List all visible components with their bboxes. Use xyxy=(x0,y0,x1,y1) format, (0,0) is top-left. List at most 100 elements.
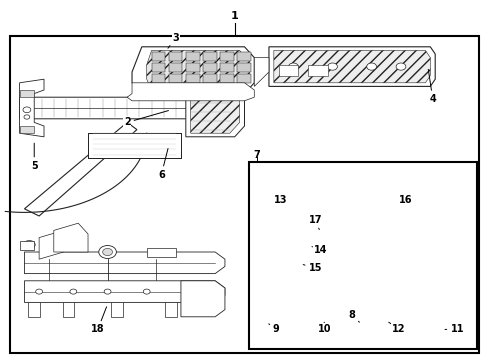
Bar xyxy=(20,241,34,250)
Bar xyxy=(111,302,123,317)
Bar xyxy=(185,74,199,83)
Circle shape xyxy=(300,180,310,187)
Polygon shape xyxy=(190,90,239,133)
Text: 9: 9 xyxy=(268,324,279,334)
Circle shape xyxy=(23,240,35,249)
Circle shape xyxy=(324,242,335,251)
Circle shape xyxy=(295,275,305,283)
Polygon shape xyxy=(376,223,400,320)
Bar xyxy=(220,63,233,72)
Text: 11: 11 xyxy=(444,324,463,334)
Circle shape xyxy=(327,63,337,70)
Bar xyxy=(220,74,233,83)
Text: 14: 14 xyxy=(311,245,326,255)
Bar xyxy=(237,52,250,61)
Polygon shape xyxy=(254,58,268,86)
Bar xyxy=(203,63,216,72)
Bar xyxy=(168,52,182,61)
Circle shape xyxy=(24,115,30,119)
Polygon shape xyxy=(20,79,44,137)
Circle shape xyxy=(395,63,405,70)
Bar xyxy=(278,65,298,76)
Bar xyxy=(315,302,332,317)
Text: 18: 18 xyxy=(91,307,106,334)
Polygon shape xyxy=(24,122,137,216)
Polygon shape xyxy=(132,47,254,94)
Text: 8: 8 xyxy=(348,310,359,322)
Circle shape xyxy=(26,243,32,247)
Circle shape xyxy=(310,257,329,272)
Polygon shape xyxy=(332,180,338,191)
Bar xyxy=(386,173,420,202)
Bar xyxy=(203,74,216,83)
Circle shape xyxy=(257,303,265,309)
Bar xyxy=(165,302,177,317)
Bar xyxy=(271,288,305,320)
Bar xyxy=(146,248,176,257)
Bar xyxy=(261,169,293,202)
Polygon shape xyxy=(127,83,254,101)
Text: 12: 12 xyxy=(388,322,405,334)
Circle shape xyxy=(36,289,42,294)
Bar xyxy=(237,63,250,72)
Circle shape xyxy=(312,207,337,225)
Text: 10: 10 xyxy=(318,322,331,334)
Circle shape xyxy=(288,63,298,70)
Bar xyxy=(220,52,233,61)
Text: 17: 17 xyxy=(308,215,322,230)
Text: 3: 3 xyxy=(167,33,179,48)
Bar xyxy=(185,63,199,72)
Polygon shape xyxy=(422,198,466,324)
Circle shape xyxy=(315,261,325,268)
Bar xyxy=(249,162,476,349)
Bar xyxy=(10,36,478,353)
Bar xyxy=(334,185,338,194)
Bar xyxy=(203,52,216,61)
Polygon shape xyxy=(315,205,334,227)
Text: 1: 1 xyxy=(230,11,238,21)
Circle shape xyxy=(70,289,77,294)
Circle shape xyxy=(307,176,313,180)
Polygon shape xyxy=(24,252,224,274)
Polygon shape xyxy=(273,50,429,83)
Bar xyxy=(151,52,165,61)
Bar xyxy=(168,63,182,72)
Polygon shape xyxy=(268,47,434,86)
Polygon shape xyxy=(146,50,249,90)
Bar xyxy=(62,302,74,317)
Polygon shape xyxy=(54,223,88,252)
Circle shape xyxy=(427,175,437,182)
Text: 6: 6 xyxy=(158,148,168,180)
Circle shape xyxy=(104,289,111,294)
Polygon shape xyxy=(39,230,63,259)
Polygon shape xyxy=(88,133,181,158)
Bar xyxy=(168,74,182,83)
Text: 15: 15 xyxy=(303,263,322,273)
Text: 2: 2 xyxy=(123,111,168,127)
Bar xyxy=(151,74,165,83)
Polygon shape xyxy=(24,281,224,302)
Circle shape xyxy=(99,246,116,258)
Bar xyxy=(237,74,250,83)
Polygon shape xyxy=(185,86,244,137)
Circle shape xyxy=(143,289,150,294)
Bar xyxy=(349,292,368,317)
Polygon shape xyxy=(417,194,471,328)
Circle shape xyxy=(102,248,112,256)
Bar xyxy=(307,65,327,76)
Bar xyxy=(20,90,34,97)
Bar xyxy=(151,63,165,72)
Text: 13: 13 xyxy=(274,195,287,205)
Polygon shape xyxy=(20,97,234,119)
Text: 7: 7 xyxy=(253,150,260,160)
Bar xyxy=(88,133,181,158)
Circle shape xyxy=(23,107,31,113)
Text: 5: 5 xyxy=(31,143,38,171)
Polygon shape xyxy=(181,281,224,317)
Text: 4: 4 xyxy=(427,69,435,104)
Bar xyxy=(28,302,40,317)
Bar xyxy=(185,52,199,61)
Circle shape xyxy=(304,174,316,183)
Bar xyxy=(20,126,34,133)
Circle shape xyxy=(182,289,189,294)
